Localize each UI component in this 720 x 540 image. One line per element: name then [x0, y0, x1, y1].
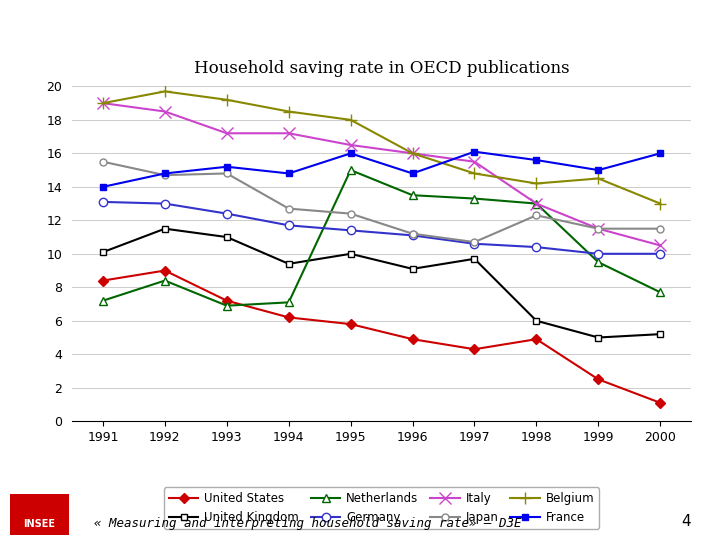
Italy — [656, 242, 665, 248]
United States — [99, 278, 107, 284]
Japan — [346, 211, 355, 217]
Netherlands — [284, 299, 293, 306]
Belgium — [656, 200, 665, 207]
Germany — [532, 244, 541, 251]
Italy — [99, 100, 107, 106]
Germany — [656, 251, 665, 257]
United Kingdom — [408, 266, 417, 272]
France — [532, 157, 541, 163]
Line: United Kingdom: United Kingdom — [99, 225, 664, 341]
United Kingdom — [346, 251, 355, 257]
United Kingdom — [222, 234, 231, 240]
Germany — [222, 211, 231, 217]
France — [594, 167, 603, 173]
France — [222, 164, 231, 170]
United States — [470, 346, 479, 353]
Line: Netherlands: Netherlands — [99, 166, 665, 310]
France — [346, 150, 355, 157]
Italy — [470, 159, 479, 165]
Belgium — [161, 88, 169, 94]
Line: France: France — [99, 148, 664, 190]
Italy — [532, 200, 541, 207]
France — [161, 170, 169, 177]
Netherlands — [222, 302, 231, 309]
United Kingdom — [161, 226, 169, 232]
Italy — [346, 141, 355, 148]
Legend: United States, United Kingdom, Netherlands, Germany, Italy, Japan, Belgium, Fran: United States, United Kingdom, Netherlan… — [164, 488, 599, 529]
United States — [532, 336, 541, 342]
Japan — [594, 226, 603, 232]
Germany — [408, 232, 417, 239]
Netherlands — [656, 289, 665, 295]
United Kingdom — [284, 261, 293, 267]
Italy — [408, 150, 417, 157]
Japan — [161, 172, 169, 178]
Line: Belgium: Belgium — [96, 85, 667, 210]
Netherlands — [470, 195, 479, 202]
United States — [222, 298, 231, 304]
Belgium — [284, 108, 293, 114]
United Kingdom — [99, 249, 107, 255]
United States — [284, 314, 293, 321]
United States — [161, 267, 169, 274]
Germany — [161, 200, 169, 207]
Japan — [656, 226, 665, 232]
United States — [594, 376, 603, 382]
France — [99, 184, 107, 190]
Line: Germany: Germany — [99, 198, 665, 258]
Line: Italy: Italy — [97, 98, 666, 251]
Belgium — [222, 97, 231, 103]
Belgium — [408, 150, 417, 157]
Belgium — [470, 170, 479, 177]
Belgium — [594, 175, 603, 181]
Japan — [470, 239, 479, 245]
Japan — [284, 205, 293, 212]
United States — [408, 336, 417, 342]
United Kingdom — [532, 318, 541, 324]
United States — [346, 321, 355, 327]
Text: « Measuring and interpreting household saving rate» – D3E: « Measuring and interpreting household s… — [94, 516, 521, 530]
Netherlands — [408, 192, 417, 199]
Italy — [161, 108, 169, 114]
Title: Household saving rate in OECD publications: Household saving rate in OECD publicatio… — [194, 59, 570, 77]
France — [408, 170, 417, 177]
Text: 4: 4 — [682, 515, 691, 530]
United States — [656, 400, 665, 406]
Line: Japan: Japan — [99, 158, 664, 246]
Netherlands — [346, 167, 355, 173]
Japan — [99, 159, 107, 165]
France — [656, 150, 665, 157]
Japan — [532, 212, 541, 219]
Germany — [594, 251, 603, 257]
Belgium — [99, 100, 107, 106]
Netherlands — [99, 298, 107, 304]
Germany — [284, 222, 293, 228]
FancyBboxPatch shape — [11, 494, 69, 535]
Netherlands — [594, 259, 603, 266]
Belgium — [532, 180, 541, 187]
Netherlands — [161, 278, 169, 284]
Netherlands — [532, 200, 541, 207]
Japan — [222, 170, 231, 177]
Germany — [470, 240, 479, 247]
France — [284, 170, 293, 177]
France — [470, 148, 479, 155]
Italy — [594, 226, 603, 232]
United Kingdom — [470, 255, 479, 262]
United Kingdom — [656, 331, 665, 338]
Germany — [346, 227, 355, 234]
Italy — [284, 130, 293, 137]
United Kingdom — [594, 334, 603, 341]
Italy — [222, 130, 231, 137]
Belgium — [346, 117, 355, 123]
Line: United States: United States — [99, 267, 664, 406]
Text: INSEE: INSEE — [24, 519, 55, 529]
Japan — [408, 231, 417, 237]
Germany — [99, 199, 107, 205]
